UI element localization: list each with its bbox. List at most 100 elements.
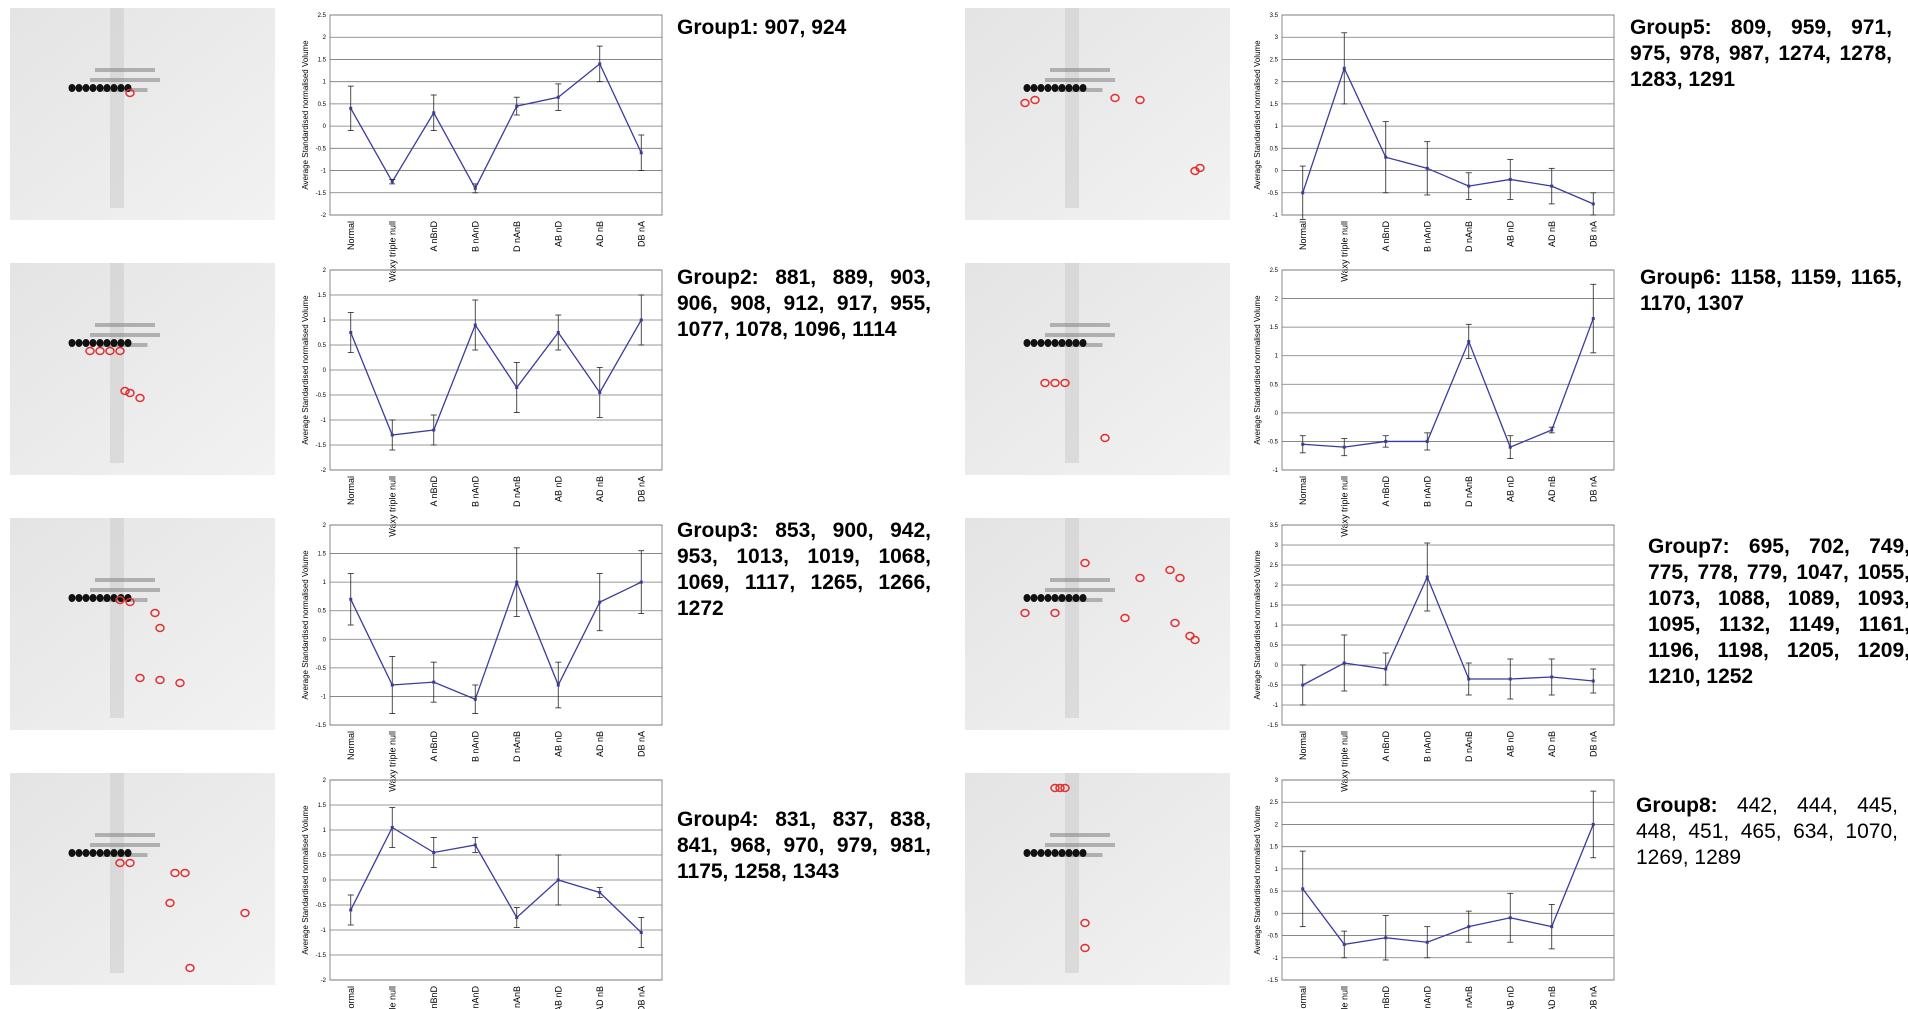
gel-spot <box>1023 84 1031 92</box>
plot-area <box>329 524 663 726</box>
y-tick-label: 1 <box>1275 124 1279 130</box>
y-tick-label: 0.5 <box>1270 146 1279 152</box>
x-tick-label: A nBnD <box>429 731 439 762</box>
gel-image <box>10 773 275 985</box>
x-tick-label: DB nA <box>1588 986 1598 1009</box>
gel-spot <box>82 594 90 602</box>
data-point <box>1467 184 1471 188</box>
gel-spot <box>1065 594 1073 602</box>
data-point <box>1384 667 1388 671</box>
data-point <box>639 931 643 934</box>
gel-spot <box>1051 594 1059 602</box>
x-tick-label: DB nA <box>636 986 646 1009</box>
gel-spot <box>1058 849 1066 857</box>
marked-spot <box>185 963 195 973</box>
x-tick-label: DB nA <box>1588 731 1598 757</box>
group-title: Group5: <box>1630 16 1712 39</box>
series-line <box>350 62 642 190</box>
gel-band <box>95 833 155 837</box>
x-tick-label: AB nD <box>553 221 563 248</box>
y-tick-label: 2.5 <box>1270 268 1279 274</box>
plot-area <box>1281 269 1615 471</box>
gel-image <box>965 8 1230 220</box>
gel-spot <box>1065 849 1073 857</box>
group-text: Group7: 695, 702, 749, 775, 778, 779, 10… <box>1648 534 1908 690</box>
y-tick-label: -1 <box>321 928 327 934</box>
data-point <box>1467 339 1471 343</box>
data-point <box>432 851 436 854</box>
marked-spot <box>85 346 95 356</box>
marked-spot <box>1100 433 1110 443</box>
marked-spot <box>1165 565 1175 575</box>
marked-spot <box>1080 918 1090 928</box>
gel-spot <box>103 849 111 857</box>
x-tick-label: AB nD <box>1505 221 1515 248</box>
y-axis-label: Average Standardised normalised Volume <box>301 295 310 445</box>
gel-spot <box>89 849 97 857</box>
gel-band <box>90 843 160 847</box>
series-line <box>350 826 642 933</box>
y-tick-label: 2.5 <box>1270 563 1279 569</box>
group-text: Group1: 907, 924 <box>677 15 931 41</box>
data-point <box>1301 442 1305 446</box>
y-tick-label: -1.5 <box>1268 723 1279 729</box>
y-tick-label: -2 <box>321 468 327 474</box>
x-tick-label: Normal <box>1298 986 1308 1009</box>
y-tick-label: -1.5 <box>316 723 327 729</box>
gel-band <box>90 333 160 337</box>
group-text: Group8: 442, 444, 445, 448, 451, 465, 63… <box>1636 793 1898 871</box>
y-tick-label: -2 <box>321 978 327 984</box>
gel-streak <box>110 8 124 208</box>
gel-spot <box>68 84 76 92</box>
y-tick-label: -0.5 <box>316 903 327 909</box>
data-point <box>1342 661 1346 665</box>
data-point <box>1508 677 1512 681</box>
x-tick-label: B nAnD <box>1422 221 1432 253</box>
marked-spot <box>1020 98 1030 108</box>
gel-background <box>965 773 1230 985</box>
gel-band <box>95 578 155 582</box>
gel-spot <box>110 84 118 92</box>
x-tick-label: A nBnD <box>429 476 439 507</box>
y-tick-label: 2 <box>323 778 327 784</box>
data-point <box>598 891 602 894</box>
x-tick-label: D nAnB <box>512 221 522 252</box>
y-tick-label: -1 <box>1273 703 1279 709</box>
gel-background <box>10 8 275 220</box>
gel-spot <box>1037 594 1045 602</box>
x-tick-label: B nAnD <box>470 476 480 508</box>
data-point <box>515 104 519 108</box>
x-tick-label: D nAnB <box>1464 221 1474 252</box>
marked-spot <box>1040 378 1050 388</box>
gel-spot <box>1079 84 1087 92</box>
data-point <box>1425 166 1429 170</box>
y-tick-label: 1.5 <box>1270 603 1279 609</box>
gel-spot <box>1044 849 1052 857</box>
gel-spot <box>1072 594 1080 602</box>
data-point <box>515 580 519 584</box>
gel-spot <box>1037 84 1045 92</box>
data-point <box>432 428 436 432</box>
x-tick-label: D nAnB <box>1464 476 1474 507</box>
data-point <box>1384 155 1388 159</box>
x-tick-label: Normal <box>346 476 356 505</box>
x-tick-label: Waxy triple null <box>387 986 397 1009</box>
marked-spot <box>95 346 105 356</box>
gel-band <box>1045 78 1115 82</box>
y-tick-label: 0.5 <box>318 102 327 108</box>
series-line <box>1302 66 1594 205</box>
x-tick-label: Waxy triple null <box>1339 986 1349 1009</box>
marked-spot <box>1170 618 1180 628</box>
x-tick-label: D nAnB <box>512 986 522 1009</box>
data-point <box>1550 925 1554 929</box>
gel-image <box>10 8 275 220</box>
gel-band <box>1045 843 1115 847</box>
gel-image <box>965 263 1230 475</box>
y-tick-label: 1 <box>323 80 327 86</box>
data-point <box>1301 887 1305 891</box>
y-tick-label: -0.5 <box>1268 439 1279 445</box>
marked-spot <box>135 673 145 683</box>
x-tick-label: AD nB <box>595 986 605 1009</box>
y-tick-label: -1.5 <box>316 443 327 449</box>
